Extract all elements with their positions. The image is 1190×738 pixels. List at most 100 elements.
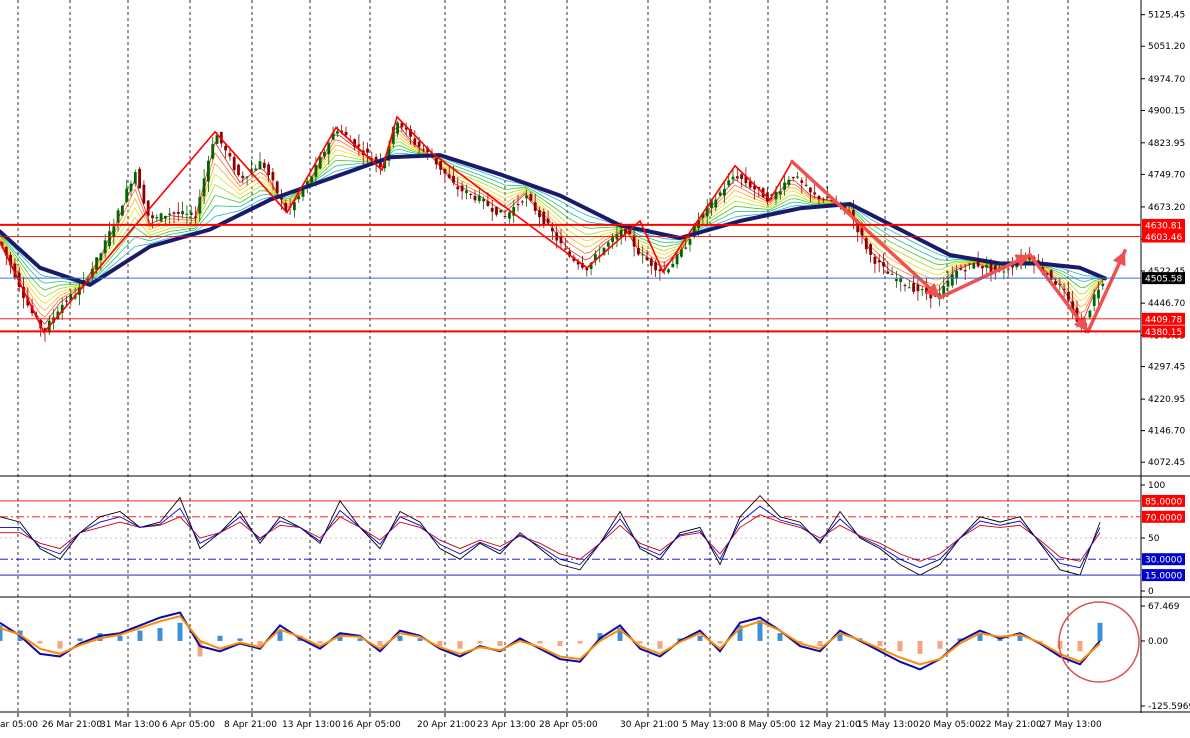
candle-body bbox=[1067, 291, 1070, 300]
candle-body bbox=[391, 127, 395, 144]
candle-body bbox=[1049, 270, 1053, 280]
candle-body bbox=[112, 226, 116, 238]
candle-body bbox=[90, 268, 94, 278]
candle-body bbox=[538, 210, 541, 218]
candle-body bbox=[189, 212, 193, 216]
price-tick-label: 4673.20 bbox=[1148, 203, 1185, 213]
macd-histogram-bar bbox=[1077, 640, 1083, 652]
candle-body bbox=[159, 213, 163, 222]
candle-body bbox=[26, 297, 30, 306]
candle-body bbox=[211, 144, 215, 159]
candle-body bbox=[434, 158, 438, 165]
candle-body bbox=[1002, 271, 1006, 273]
candle-body bbox=[400, 122, 404, 128]
candle-body bbox=[452, 175, 455, 183]
candle-body bbox=[495, 206, 498, 215]
candle-body bbox=[318, 156, 322, 169]
macd-histogram-bar bbox=[537, 640, 543, 644]
macd-histogram-bar bbox=[797, 640, 803, 644]
candle-body bbox=[301, 189, 305, 197]
x-tick-label: 20 Apr 21:00 bbox=[417, 720, 476, 730]
oscillator-level-tag bbox=[1142, 510, 1185, 523]
candle-body bbox=[877, 260, 881, 263]
oscillator-level-tag-label: 15.0000 bbox=[1145, 572, 1182, 582]
candle-body bbox=[413, 138, 417, 145]
candle-body bbox=[594, 254, 597, 261]
oscillator-line bbox=[0, 494, 1101, 576]
macd-histogram-bar bbox=[77, 638, 83, 641]
candle-body bbox=[426, 147, 430, 153]
candle-body bbox=[443, 168, 447, 174]
macd-histogram-bar bbox=[97, 633, 103, 641]
candle-body bbox=[477, 195, 481, 201]
candle-body bbox=[641, 254, 645, 256]
candle-body bbox=[370, 158, 374, 160]
macd-histogram-bar bbox=[717, 640, 723, 644]
macd-tick-label: 0.00 bbox=[1148, 637, 1168, 647]
candle-body bbox=[439, 161, 442, 170]
level-price-tag-label: 4630.81 bbox=[1145, 221, 1182, 231]
candle-body bbox=[942, 286, 946, 297]
x-tick-label: 12 May 21:00 bbox=[799, 720, 861, 730]
oscillator-level-tag bbox=[1142, 494, 1185, 507]
macd-panel: 67.469 0.00 -125.5969 bbox=[0, 601, 1190, 712]
macd-histogram-bar bbox=[757, 620, 763, 641]
candle-body bbox=[753, 185, 756, 190]
ribbon-line bbox=[0, 133, 1106, 311]
moving-average-line bbox=[0, 153, 1107, 287]
candle-body bbox=[353, 139, 356, 148]
candle-body bbox=[129, 183, 133, 192]
candle-body bbox=[207, 160, 210, 182]
macd-histogram-bar bbox=[37, 640, 43, 644]
candle-body bbox=[1062, 289, 1066, 291]
macd-histogram-bar bbox=[357, 638, 363, 641]
zigzag-line bbox=[0, 115, 793, 334]
candle-body bbox=[224, 145, 227, 151]
candle-body bbox=[69, 294, 73, 301]
macd-tick-label: 67.469 bbox=[1148, 602, 1180, 612]
candle-body bbox=[946, 280, 950, 287]
candle-body bbox=[151, 215, 154, 219]
macd-histogram-bar bbox=[497, 640, 503, 647]
candle-body bbox=[619, 229, 623, 238]
macd-histogram-bar bbox=[237, 638, 243, 641]
candle-body bbox=[323, 151, 326, 157]
candle-body bbox=[701, 213, 705, 218]
price-tick-label: 4297.45 bbox=[1148, 363, 1185, 373]
price-tick-label: 4446.70 bbox=[1148, 299, 1185, 309]
x-tick-label: 16 Apr 05:00 bbox=[342, 720, 401, 730]
candle-body bbox=[4, 246, 8, 256]
candle-body bbox=[503, 215, 507, 217]
candle-body bbox=[383, 159, 387, 169]
candle-body bbox=[516, 204, 520, 206]
candle-body bbox=[783, 182, 786, 190]
macd-histogram-bar bbox=[337, 633, 343, 641]
ribbon-line bbox=[0, 141, 1106, 298]
macd-histogram-bar bbox=[417, 638, 423, 641]
candle-body bbox=[293, 202, 296, 211]
candle-body bbox=[202, 178, 206, 197]
candle-body bbox=[409, 129, 412, 137]
candle-body bbox=[146, 200, 150, 216]
macd-histogram-bar bbox=[477, 640, 483, 644]
price-tick-label: 4823.95 bbox=[1148, 139, 1185, 149]
price-tick-label: 4900.15 bbox=[1148, 106, 1185, 116]
macd-line bbox=[0, 614, 1101, 666]
candle-body bbox=[791, 176, 795, 179]
x-tick-label: 26 Mar 21:00 bbox=[42, 720, 102, 730]
candle-body bbox=[99, 253, 103, 261]
candle-body bbox=[155, 217, 159, 219]
macd-histogram-bar bbox=[917, 640, 923, 654]
candle-body bbox=[198, 197, 202, 214]
candle-body bbox=[899, 278, 903, 282]
candle-body bbox=[955, 270, 958, 279]
trend-arrow bbox=[790, 159, 942, 300]
candle-body bbox=[262, 162, 266, 168]
price-tick-label: 4220.95 bbox=[1148, 395, 1185, 405]
candle-body bbox=[404, 127, 408, 130]
candle-body bbox=[1006, 268, 1010, 270]
candle-body bbox=[800, 180, 804, 183]
candle-body bbox=[692, 224, 696, 237]
candle-body bbox=[624, 229, 627, 235]
